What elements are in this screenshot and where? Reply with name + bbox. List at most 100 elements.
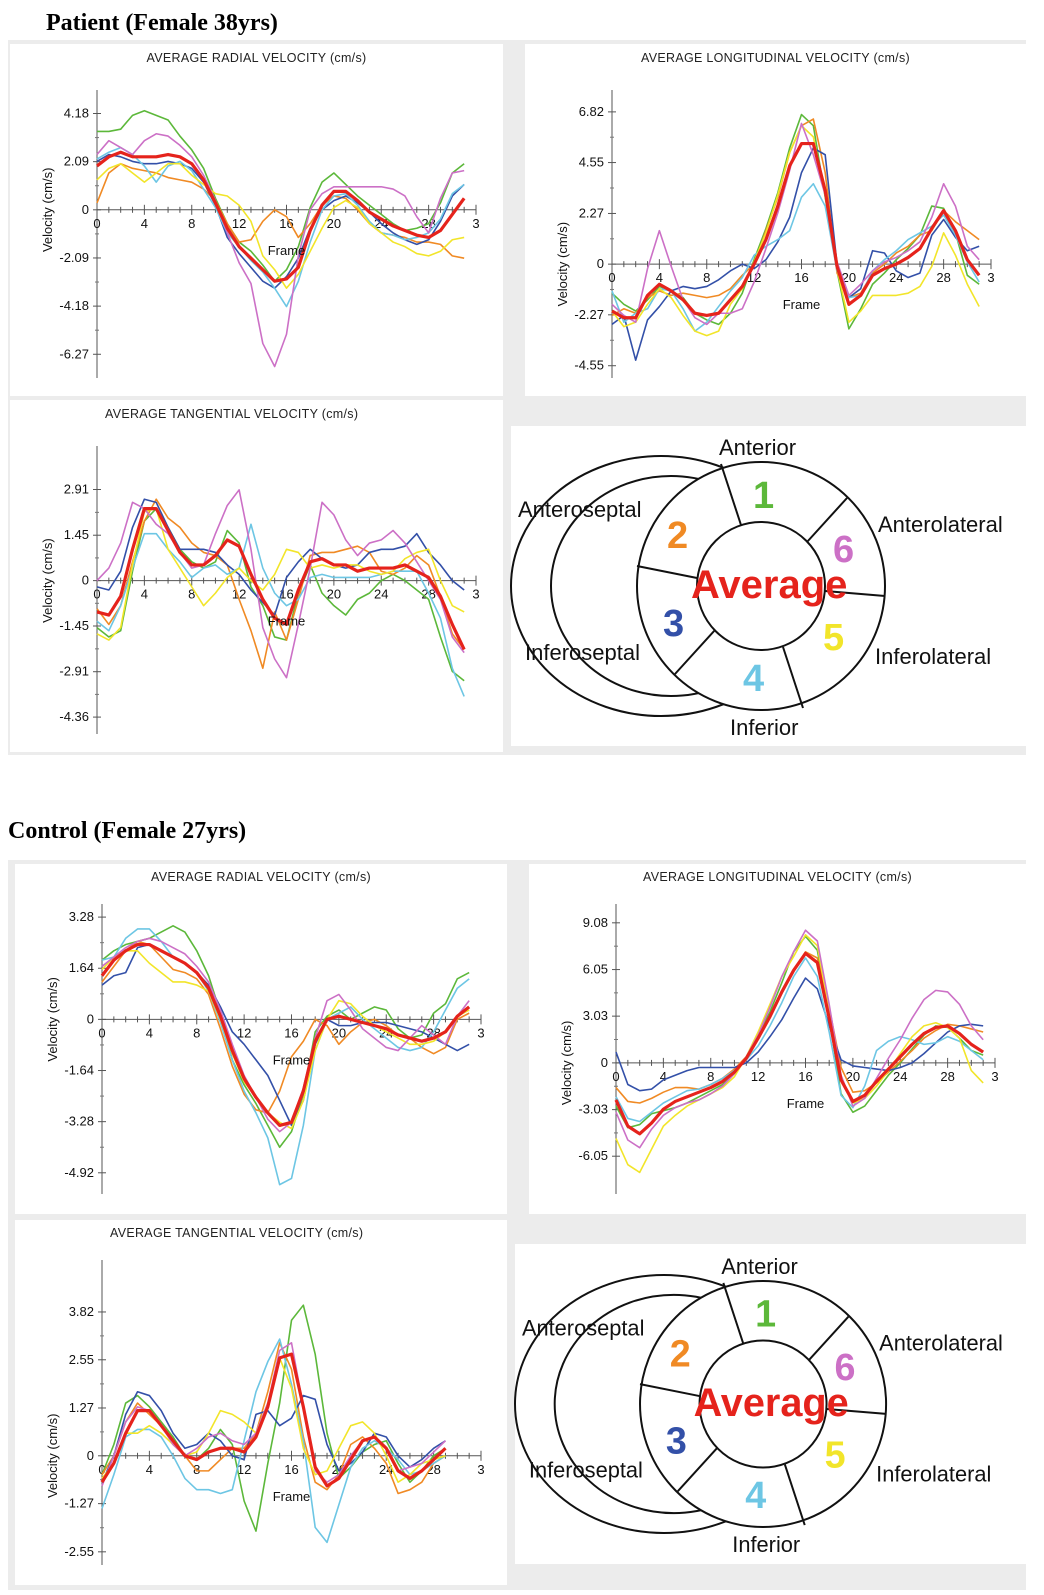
patient-section-title: Patient (Female 38yrs) [46,10,278,36]
segment-diagram-svg: Anterior Anteroseptal Anterolateral Infe… [510,435,1003,740]
segment-4-number: 4 [745,1474,766,1516]
y-axis-label: Velocity (cm/s) [45,977,60,1062]
x-tick-label: 0 [98,1025,105,1040]
label-inferior: Inferior [730,715,798,740]
series-line-seg2 [96,498,465,670]
chart-control-tangential: AVERAGE TANGENTIAL VELOCITY (cm/s) 3.82 2… [15,1220,507,1585]
segment-5-number: 5 [825,1434,846,1476]
label-inferoseptal: Inferoseptal [529,1457,643,1482]
y-tick-label: 1.45 [64,527,89,542]
chart-title: AVERAGE LONGITUDINAL VELOCITY (cm/s) [641,51,910,65]
label-anteroseptal: Anteroseptal [522,1316,644,1341]
inner-circle [696,521,826,651]
series-line-average [614,951,985,1136]
chart-patient-longitudinal-svg: 6.824.552.270-2.27-4.550 4 8 12 16 20 24 28 3Fra… [555,90,995,378]
y-tick-label: -6.05 [578,1148,608,1163]
chart-control-radial-svg: 3.281.640-1.64-3.28-4.920 4 8 12 16 20 24 28 3Fr… [45,904,485,1194]
segment-6-number: 6 [834,1346,855,1388]
chart-title: AVERAGE LONGITUDINAL VELOCITY (cm/s) [643,870,912,884]
series-line-seg3 [96,498,465,616]
y-tick-label: 0 [601,1055,608,1070]
series-line-average [96,507,466,651]
series-line-seg4 [96,146,465,308]
x-tick-label: 3 [477,1462,484,1477]
series-line-seg6 [101,937,470,1133]
x-tick-label: 8 [193,1025,200,1040]
x-tick-label: 20 [332,1025,346,1040]
y-tick-label: -3.28 [64,1114,94,1129]
average-label: Average [694,1381,849,1425]
label-inferolateral: Inferolateral [875,644,991,669]
chart-control-tangential-svg: 3.822.551.270-1.27-2.550 4 8 12 16 20 24 28 3Fra… [45,1260,485,1565]
segment-divider [807,1316,850,1362]
segment-divider [676,1446,719,1492]
y-axis-label: Velocity (cm/s) [40,168,55,253]
x-tick-label: 0 [612,1069,619,1084]
segment-divider [636,565,698,579]
y-tick-label: -1.27 [64,1496,94,1511]
segment-2-number: 2 [670,1332,691,1374]
x-tick-label: 28 [936,270,950,285]
x-tick-label: 3 [472,216,479,231]
x-tick-label: 16 [284,1025,298,1040]
x-tick-label: 16 [794,270,808,285]
label-anterior: Anterior [719,435,796,460]
series-line-seg1 [101,1304,446,1532]
x-tick-label: 8 [188,216,195,231]
segment-3-number: 3 [666,1420,687,1462]
y-tick-label: -2.27 [574,307,604,322]
label-anteroseptal: Anteroseptal [518,497,642,522]
x-tick-label: 4 [141,587,148,602]
y-tick-label: 0 [87,1011,94,1026]
y-tick-label: 2.27 [579,205,604,220]
y-tick-label: 4.18 [64,106,89,121]
chart-title: AVERAGE TANGENTIAL VELOCITY (cm/s) [110,1226,364,1240]
x-tick-label: 4 [660,1069,667,1084]
x-tick-label: 12 [237,1462,251,1477]
chart-patient-tangential: AVERAGE TANGENTIAL VELOCITY (cm/s) 2.91 1… [10,400,503,752]
y-tick-label: -6.27 [59,346,89,361]
series-line-seg5 [615,934,984,1174]
average-label: Average [691,563,847,607]
series-line-seg6 [615,929,984,1149]
series-line-seg3 [611,147,980,361]
chart-patient-radial: AVERAGE RADIAL VELOCITY (cm/s) 4.18 2.09 0… [10,44,503,396]
label-anterolateral: Anterolateral [878,512,1003,537]
x-tick-label: 0 [98,1462,105,1477]
x-axis-label: Frame [268,614,306,629]
y-tick-label: -4.36 [59,709,89,724]
y-tick-label: -4.55 [574,358,604,373]
y-tick-label: 6.05 [583,962,608,977]
y-axis-label: Velocity (cm/s) [45,1414,60,1499]
chart-control-longitudinal-svg: 9.08 6.05 3.03 0 -3.03 -6.05 0 4 8 12 16 20 24 28 3 Fra… [559,904,999,1194]
y-tick-label: 9.08 [583,915,608,930]
segment-divider [824,590,886,597]
x-tick-label: 20 [842,270,856,285]
x-tick-label: 16 [798,1069,812,1084]
x-tick-label: 0 [93,587,100,602]
y-tick-label: -2.09 [59,250,89,265]
x-tick-label: 12 [232,216,246,231]
label-inferior: Inferior [732,1532,800,1557]
x-tick-label: 16 [279,216,293,231]
series-line-seg2 [96,162,465,259]
series-line-average [100,1352,447,1488]
series-line-average [100,942,471,1127]
x-axis-label: Frame [273,1052,311,1067]
segment-3-number: 3 [663,603,684,645]
segment-divider [806,497,848,543]
series-line-seg5 [611,124,980,337]
series-line-seg6 [611,122,980,326]
label-inferoseptal: Inferoseptal [525,640,640,665]
series-line-seg6 [96,489,465,679]
x-tick-label: 8 [193,1462,200,1477]
y-tick-label: -4.18 [59,298,89,313]
x-tick-label: 16 [284,1462,298,1477]
segment-4-number: 4 [743,658,764,700]
x-tick-label: 0 [608,270,615,285]
y-tick-label: 0 [82,202,89,217]
x-tick-label: 4 [141,216,148,231]
segment-5-number: 5 [823,617,844,659]
label-anterior: Anterior [721,1254,797,1279]
x-tick-label: 24 [893,1069,907,1084]
